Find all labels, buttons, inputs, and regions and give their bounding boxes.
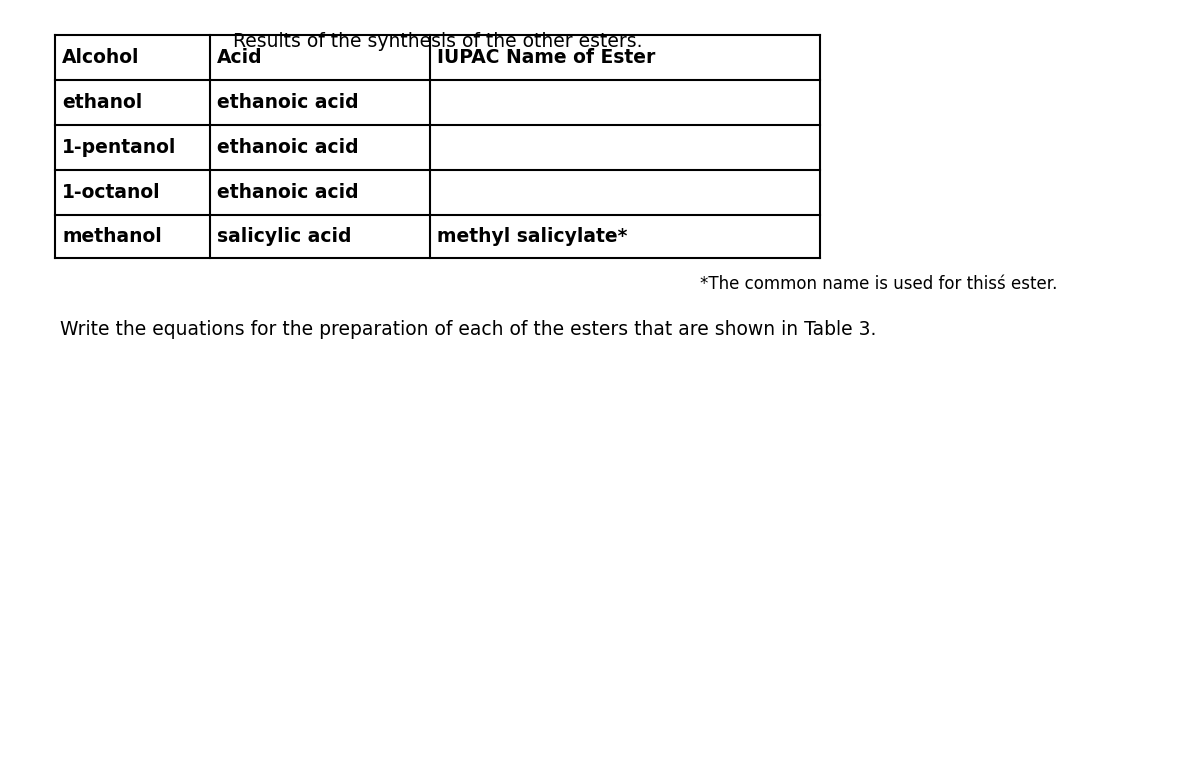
Text: ethanoic acid: ethanoic acid xyxy=(217,138,359,157)
Text: methyl salicylate*: methyl salicylate* xyxy=(437,227,628,246)
Text: ethanoic acid: ethanoic acid xyxy=(217,183,359,202)
Text: Results of the synthesis of the other esters.: Results of the synthesis of the other es… xyxy=(233,32,643,51)
Text: ethanol: ethanol xyxy=(62,93,143,112)
Text: 1-octanol: 1-octanol xyxy=(62,183,161,202)
Text: *The common name is used for thisś ester.: *The common name is used for thisś ester… xyxy=(700,275,1057,293)
Text: salicylic acid: salicylic acid xyxy=(217,227,352,246)
Text: ethanoic acid: ethanoic acid xyxy=(217,93,359,112)
Text: methanol: methanol xyxy=(62,227,162,246)
Text: Alcohol: Alcohol xyxy=(62,48,139,67)
Text: Write the equations for the preparation of each of the esters that are shown in : Write the equations for the preparation … xyxy=(60,320,876,339)
Text: IUPAC Name of Ester: IUPAC Name of Ester xyxy=(437,48,655,67)
Text: Acid: Acid xyxy=(217,48,263,67)
Text: 1-pentanol: 1-pentanol xyxy=(62,138,176,157)
